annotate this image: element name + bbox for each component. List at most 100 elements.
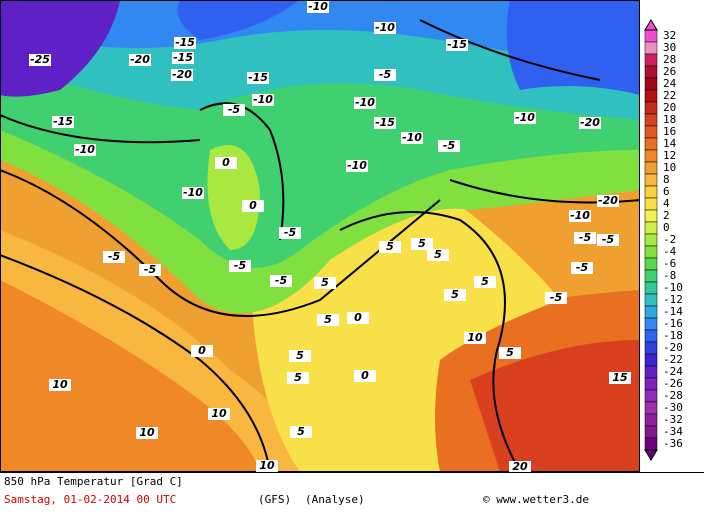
contour-label: -20 [130, 53, 150, 66]
colorbar-arrow-top [644, 19, 658, 31]
label-box [499, 347, 521, 359]
contour-label: 0 [361, 369, 369, 382]
colorbar-swatch [644, 65, 658, 79]
footer-date: Samstag, 01-02-2014 00 UTC [4, 493, 176, 506]
label-box [374, 69, 396, 81]
colorbar-label: 30 [663, 41, 676, 54]
label-box [579, 117, 601, 129]
colorbar-label: -20 [663, 341, 683, 354]
contour-label: -5 [228, 103, 241, 116]
label-box [574, 232, 596, 244]
contour-label: 10 [211, 407, 227, 420]
label-box [401, 132, 423, 144]
map-fields [0, 0, 640, 472]
contour-label: 5 [418, 237, 426, 250]
contour-label: -15 [173, 51, 193, 64]
contour-label: -15 [375, 116, 395, 129]
contour-label: 0 [222, 156, 230, 169]
contour-label: -5 [576, 261, 589, 274]
label-box [569, 210, 591, 222]
label-box [287, 372, 309, 384]
contour-label: 5 [434, 248, 442, 261]
contour-label: 10 [52, 378, 68, 391]
label-box [374, 22, 396, 34]
label-box [215, 157, 237, 169]
colorbar-swatch [644, 41, 658, 55]
colorbar-swatch [644, 53, 658, 67]
colorbar-swatch [644, 173, 658, 187]
label-box [346, 160, 368, 172]
colorbar-label: -28 [663, 389, 683, 402]
label-box [545, 292, 567, 304]
colorbar-label: 8 [663, 173, 670, 186]
colorbar-swatch [644, 377, 658, 391]
contour-label: -5 [579, 231, 592, 244]
colorbar-label: 26 [663, 65, 676, 78]
label-box [247, 72, 269, 84]
contour-label: 5 [321, 276, 329, 289]
contour-label: -20 [172, 68, 192, 81]
label-box [290, 426, 312, 438]
label-box [49, 379, 71, 391]
colorbar-label: -22 [663, 353, 683, 366]
colorbar-swatch [644, 329, 658, 343]
colorbar-label: -6 [663, 257, 676, 270]
contour-label: -5 [602, 233, 615, 246]
contour-label: -10 [75, 143, 95, 156]
contour-label: -15 [248, 71, 268, 84]
label-box [314, 277, 336, 289]
label-box [103, 251, 125, 263]
label-box [182, 187, 204, 199]
colorbar-label: -14 [663, 305, 683, 318]
colorbar-swatch [644, 413, 658, 427]
colorbar-label: 24 [663, 77, 677, 90]
colorbar-label: -32 [663, 413, 683, 426]
colorbar-label: -12 [663, 293, 683, 306]
colorbar-swatch [644, 89, 658, 103]
colorbar-swatch [644, 125, 658, 139]
contour-label: 15 [612, 371, 628, 384]
colorbar-label: -8 [663, 269, 676, 282]
colorbar-label: 16 [663, 125, 676, 138]
contour-label: -5 [275, 274, 288, 287]
colorbar-swatch [644, 341, 658, 355]
colorbar-label: 32 [663, 29, 676, 42]
colorbar-swatch [644, 113, 658, 127]
label-box [29, 54, 51, 66]
label-box [571, 262, 593, 274]
contour-label: -20 [580, 116, 600, 129]
colorbar-label: -10 [663, 281, 683, 294]
colorbar-swatch [644, 137, 658, 151]
colorbar-label: 10 [663, 161, 676, 174]
colorbar-swatch [644, 77, 658, 91]
colorbar-label: 6 [663, 185, 670, 198]
colorbar-swatch [644, 365, 658, 379]
label-box [597, 234, 619, 246]
colorbar-label: 22 [663, 89, 676, 102]
colorbar-swatch [644, 185, 658, 199]
colorbar-swatch [644, 161, 658, 175]
contour-label: 5 [481, 275, 489, 288]
colorbar-swatch [644, 269, 658, 283]
contour-label: 10 [139, 426, 155, 439]
colorbar-label: 18 [663, 113, 676, 126]
colorbar-label: -16 [663, 317, 683, 330]
label-box [242, 200, 264, 212]
label-box [444, 289, 466, 301]
contour-label: -10 [515, 111, 535, 124]
label-box [411, 238, 433, 250]
footer-title: 850 hPa Temperatur [Grad C] [4, 475, 183, 488]
label-box [136, 427, 158, 439]
colorbar-swatch [644, 281, 658, 295]
contour-label: -10 [253, 93, 273, 106]
colorbar-label: 4 [663, 197, 670, 210]
colorbar-label: -24 [663, 365, 683, 378]
contour-label: -5 [550, 291, 563, 304]
label-box [289, 350, 311, 362]
colorbar-swatch [644, 233, 658, 247]
colorbar-label: 12 [663, 149, 676, 162]
contour-label: -5 [379, 68, 392, 81]
contour-label: 5 [324, 313, 332, 326]
colorbar-swatch [644, 425, 658, 439]
